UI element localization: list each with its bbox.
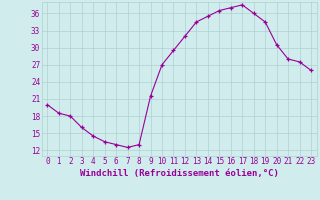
X-axis label: Windchill (Refroidissement éolien,°C): Windchill (Refroidissement éolien,°C) [80,169,279,178]
